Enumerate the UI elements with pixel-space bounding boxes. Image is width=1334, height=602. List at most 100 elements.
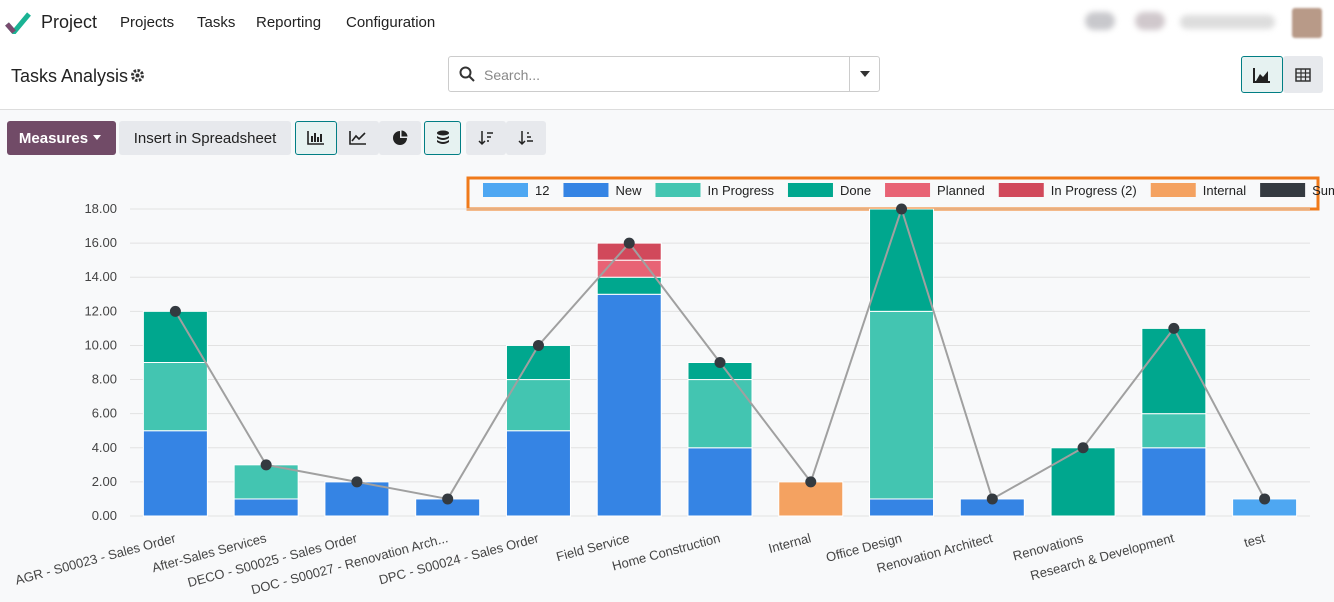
insert-label: Insert in Spreadsheet <box>133 129 277 147</box>
legend-label[interactable]: Sum <box>1312 183 1334 198</box>
graph-view-button[interactable] <box>1241 56 1283 93</box>
sum-point <box>1168 322 1180 334</box>
y-tick-label: 12.00 <box>84 303 117 318</box>
sort-icon <box>518 131 533 146</box>
sum-point <box>1259 493 1271 505</box>
gear-icon[interactable] <box>130 68 145 83</box>
sort-icon <box>478 131 493 146</box>
sort-asc-button[interactable] <box>506 121 546 155</box>
insert-spreadsheet-button[interactable]: Insert in Spreadsheet <box>119 121 291 155</box>
sum-point <box>260 459 272 471</box>
bar-segment <box>596 276 662 295</box>
y-tick-label: 18.00 <box>84 201 117 216</box>
sum-point <box>896 203 908 215</box>
bar-segment <box>505 430 571 517</box>
caret <box>93 135 102 140</box>
y-tick-label: 6.00 <box>92 406 117 421</box>
bar-segment <box>687 447 753 517</box>
bar-segment <box>687 379 753 449</box>
bar-segment <box>778 481 844 517</box>
bar-segment <box>1141 413 1207 449</box>
stacked-button[interactable] <box>424 121 461 155</box>
bar-segment <box>869 498 935 517</box>
bar-segment <box>142 430 208 517</box>
navbar: Project Projects Tasks Reporting Configu… <box>0 0 1334 45</box>
legend-swatch <box>1150 183 1196 197</box>
divider <box>849 57 850 91</box>
legend-swatch <box>1260 183 1306 197</box>
bar-segment <box>505 379 571 432</box>
page-title: Tasks Analysis <box>11 66 129 86</box>
blurred-icon[interactable] <box>1135 12 1165 30</box>
legend-swatch <box>885 183 931 197</box>
legend-label[interactable]: Planned <box>937 183 985 198</box>
y-tick-label: 8.00 <box>92 372 117 387</box>
bar-segment <box>1141 447 1207 517</box>
legend-label[interactable]: 12 <box>535 183 549 198</box>
y-tick-label: 0.00 <box>92 508 117 523</box>
y-tick-label: 4.00 <box>92 440 117 455</box>
avatar[interactable] <box>1292 8 1322 38</box>
legend-label[interactable]: New <box>615 183 642 198</box>
bar-segment <box>596 293 662 517</box>
menu-item[interactable]: Tasks <box>197 14 236 31</box>
app-logo <box>5 12 31 34</box>
table-icon <box>1295 67 1311 82</box>
chart: 0.00 2.00 4.00 6.00 8.00 10.00 12.00 14.00 16.00… <box>13 176 1334 597</box>
sum-point <box>351 476 363 488</box>
graph-area: Measures Insert in Spreadsheet <box>0 110 1334 602</box>
bar-segment <box>142 310 208 363</box>
pie-icon <box>393 130 408 145</box>
sum-point <box>1077 442 1089 454</box>
stack-icon <box>436 130 449 144</box>
search-placeholder: Search... <box>484 67 541 83</box>
sum-point <box>532 339 544 351</box>
bar-segment <box>324 481 390 517</box>
bar-chart-button[interactable] <box>295 121 337 155</box>
measures-button[interactable]: Measures <box>7 121 116 155</box>
menu-item[interactable]: Configuration <box>346 14 436 31</box>
menu-item[interactable]: Projects <box>120 14 175 31</box>
sort-desc-button[interactable] <box>466 121 506 155</box>
legend-label[interactable]: In Progress <box>707 183 774 198</box>
sum-point <box>805 476 817 488</box>
pie-chart-button[interactable] <box>379 121 421 155</box>
legend-swatch <box>563 183 609 197</box>
blurred-icon[interactable] <box>1085 12 1115 30</box>
sum-point <box>986 493 998 505</box>
area-icon <box>1253 67 1270 83</box>
legend-label[interactable]: In Progress (2) <box>1051 183 1137 198</box>
legend-swatch <box>998 183 1044 197</box>
y-tick-label: 14.00 <box>84 269 117 284</box>
search-icon <box>459 66 475 82</box>
bar-segment <box>233 464 299 500</box>
control-panel: Tasks Analysis Search... <box>0 45 1334 110</box>
menu-item[interactable]: Reporting <box>256 14 322 31</box>
legend-swatch <box>787 183 833 197</box>
bar-segment <box>1050 447 1116 517</box>
pivot-view-button[interactable] <box>1283 56 1323 93</box>
search-box[interactable]: Search... <box>448 56 880 92</box>
legend-label[interactable]: Done <box>840 183 871 198</box>
sum-point <box>442 493 454 505</box>
bar-segment <box>142 362 208 432</box>
line-chart-button[interactable] <box>337 121 379 155</box>
x-tick-label: test <box>1242 530 1266 550</box>
bar-segment <box>505 344 571 381</box>
line-icon <box>349 131 366 145</box>
bar-segment <box>869 310 935 500</box>
sum-point <box>169 305 181 317</box>
blurred-company[interactable] <box>1180 15 1275 29</box>
bar-icon <box>307 131 324 145</box>
y-tick-label: 2.00 <box>92 474 117 489</box>
dropdown-caret <box>860 71 870 77</box>
x-tick-label: Internal <box>767 530 813 556</box>
legend-label[interactable]: Internal <box>1203 183 1246 198</box>
app-name[interactable]: Project <box>41 12 98 32</box>
y-tick-label: 10.00 <box>84 337 117 352</box>
legend-swatch <box>483 183 528 197</box>
x-tick-label: DPC - S00024 - Sales Order <box>377 530 541 587</box>
bar-segment <box>869 208 935 312</box>
bar-segment <box>233 498 299 517</box>
